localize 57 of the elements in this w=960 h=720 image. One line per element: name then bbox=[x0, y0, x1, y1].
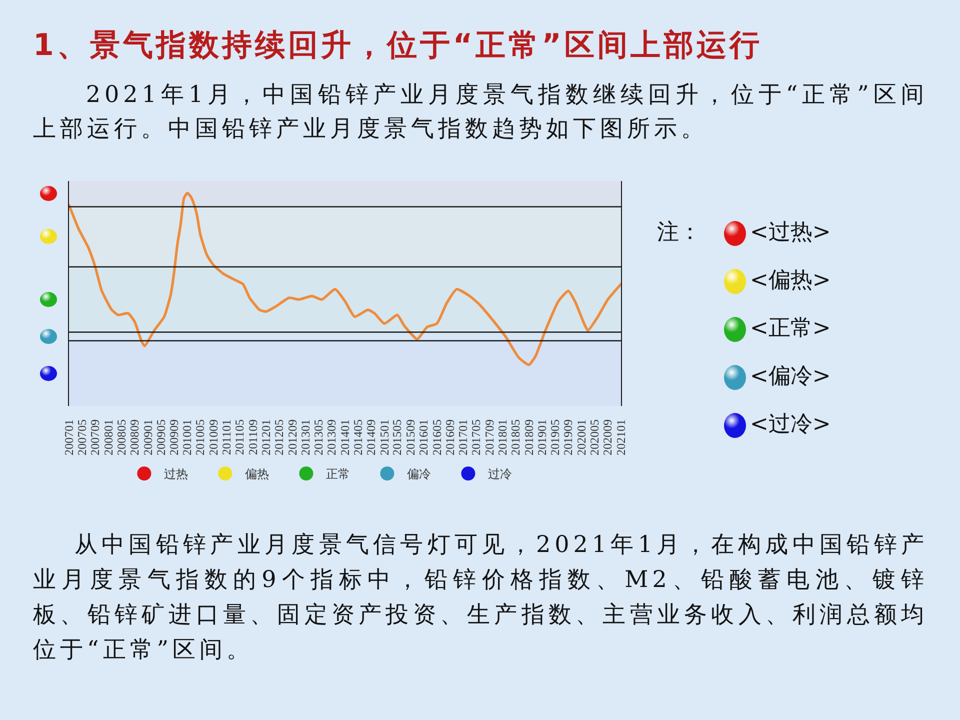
x-tick-label: 200805 bbox=[114, 419, 128, 456]
text: <正常> bbox=[750, 316, 831, 342]
chart-subtitle: 2021年1月，中国铅锌产业月度景气指数继续回升，位于“正常”区间上部运行。中国铅锌产业月度景气指数趋势如下图所示。 bbox=[33, 81, 928, 144]
text: 从中国铅锌产业月度景气信号灯可见，2021年1月，在构成中国铅锌产业月度景气指数的9个指标中，铅锌价格指数、M2、铅酸蓄电池、镀锌板、铅锌矿进口量、固定资产投资、生产指数、主营业务收入、利润总额均位于“正常”区间。 bbox=[33, 531, 928, 665]
x-tick-label: 201101 bbox=[220, 419, 234, 455]
legend-label: 偏热 bbox=[245, 467, 270, 482]
x-tick-label: 200905 bbox=[154, 419, 168, 456]
x-tick-label: 201405 bbox=[350, 419, 365, 456]
legend-label: 偏冷 bbox=[407, 467, 432, 482]
x-tick-label: 202005 bbox=[587, 419, 602, 456]
x-tick-label: 200901 bbox=[140, 419, 155, 456]
x-tick-label: 201105 bbox=[232, 419, 247, 455]
x-tick-label: 202101 bbox=[614, 419, 628, 456]
x-tick-label: 201705 bbox=[469, 419, 484, 456]
x-tick-label: 201309 bbox=[324, 419, 339, 456]
x-tick-label: 202001 bbox=[574, 419, 588, 456]
x-tick-label: 200909 bbox=[167, 419, 182, 456]
chart-title: 1、景气指数持续回升，位于“正常”区间上部运行 bbox=[33, 27, 762, 65]
x-tick-label: 201905 bbox=[548, 419, 562, 456]
x-tick-label: 201609 bbox=[443, 419, 458, 456]
x-tick-label: 200705 bbox=[74, 419, 89, 456]
x-tick-label: 201809 bbox=[522, 419, 536, 456]
legend-label: 过热 bbox=[164, 467, 188, 482]
x-tick-label: 200801 bbox=[101, 419, 116, 456]
x-tick-label: 201005 bbox=[193, 419, 208, 456]
x-tick-label: 200709 bbox=[88, 419, 102, 456]
x-tick-label: 200701 bbox=[62, 419, 76, 456]
x-tick-label: 201709 bbox=[482, 419, 496, 456]
x-tick-label: 201605 bbox=[430, 419, 444, 456]
x-tick-label: 201009 bbox=[206, 419, 220, 456]
text: <过冷> bbox=[750, 412, 831, 438]
x-tick-label: 201301 bbox=[298, 419, 312, 456]
x-tick-label: 201305 bbox=[311, 419, 326, 456]
x-tick-label: 201505 bbox=[390, 419, 404, 456]
x-tick-label: 201001 bbox=[180, 419, 194, 456]
text: 注： bbox=[657, 220, 701, 246]
x-tick-label: 201909 bbox=[561, 419, 576, 456]
legend-label: 正常 bbox=[326, 467, 350, 482]
x-tick-label: 201205 bbox=[272, 419, 286, 456]
x-tick-label: 201801 bbox=[496, 419, 510, 456]
x-tick-label: 201901 bbox=[535, 419, 549, 456]
x-tick-label: 201401 bbox=[338, 419, 352, 456]
x-tick-label: 201501 bbox=[377, 419, 392, 456]
legend-label: 过冷 bbox=[488, 467, 512, 482]
x-tick-label: 201601 bbox=[416, 419, 431, 456]
x-tick-label: 202009 bbox=[600, 419, 615, 456]
x-tick-label: 201209 bbox=[285, 419, 300, 456]
x-tick-label: 201701 bbox=[456, 419, 470, 456]
text: <偏冷> bbox=[750, 364, 831, 390]
x-tick-label: 200809 bbox=[128, 419, 142, 456]
x-tick-label: 201509 bbox=[404, 419, 418, 456]
x-tick-label: 201201 bbox=[259, 419, 273, 456]
text: <过热> bbox=[750, 220, 831, 246]
x-tick-label: 201109 bbox=[246, 419, 260, 455]
text: <偏热> bbox=[750, 268, 831, 294]
x-tick-label: 201409 bbox=[364, 419, 378, 456]
x-tick-label: 201805 bbox=[508, 419, 523, 456]
